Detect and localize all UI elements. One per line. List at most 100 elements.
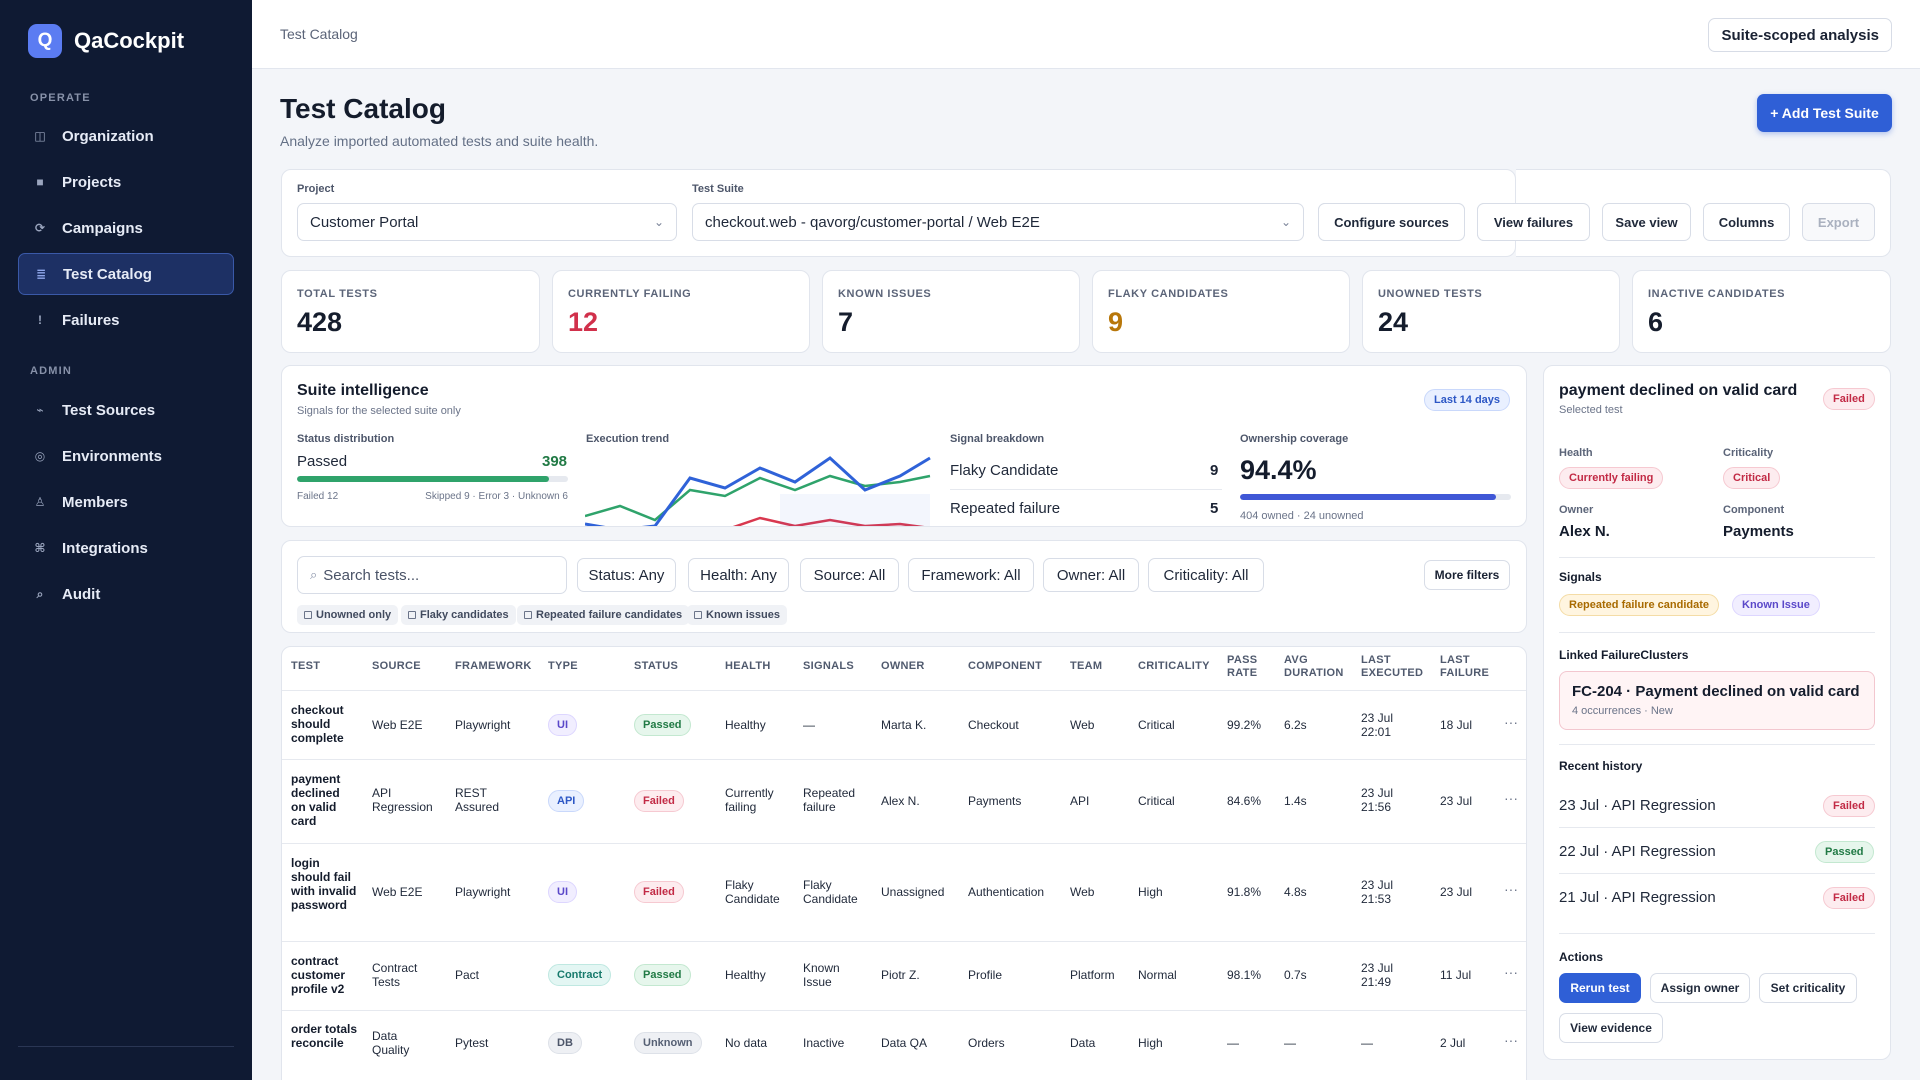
detail-divider [1559, 933, 1875, 934]
test-name[interactable]: payment declined on valid card [291, 772, 341, 828]
col-avg-duration[interactable]: AVG DURATION [1284, 654, 1344, 679]
chip-known-issues[interactable]: Known issues [687, 605, 787, 625]
table-row[interactable] [282, 941, 1526, 1010]
suite-scoped-analysis-button[interactable]: Suite-scoped analysis [1708, 18, 1892, 52]
col-criticality[interactable]: CRITICALITY [1138, 660, 1210, 672]
export-button-overlay[interactable]: Export [1802, 203, 1875, 241]
sidebar-item-environments[interactable]: ◎ Environments [18, 435, 234, 477]
stat-card-inactive-candidates[interactable]: INACTIVE CANDIDATES 6 [1632, 270, 1891, 353]
chip-label: Repeated failure candidates [536, 609, 683, 621]
clusters-heading: Linked FailureClusters [1559, 648, 1689, 662]
history-item[interactable]: 23 Jul · API Regression [1559, 797, 1716, 814]
criticality-cell: High [1138, 1036, 1163, 1050]
stat-card-total-tests[interactable]: TOTAL TESTS 428 [281, 270, 540, 353]
table-row[interactable] [282, 1010, 1526, 1080]
framework-cell: Pytest [455, 1036, 489, 1050]
sidebar-item-projects[interactable]: ■ Projects [18, 161, 234, 203]
test-name[interactable]: login should fail with invalid password [291, 856, 357, 912]
chip-label: Flaky candidates [420, 609, 509, 621]
criticality-cell: High [1138, 885, 1163, 899]
history-item[interactable]: 22 Jul · API Regression [1559, 843, 1716, 860]
sidebar-item-members[interactable]: ♙ Members [18, 481, 234, 523]
test-name[interactable]: contract customer profile v2 [291, 954, 346, 996]
detail-subtitle: Selected test [1559, 404, 1623, 416]
brand[interactable]: Q QaCockpit [28, 24, 184, 58]
owner-value[interactable]: Alex N. [1559, 523, 1610, 540]
assign-owner-button[interactable]: Assign owner [1650, 973, 1750, 1003]
col-health[interactable]: HEALTH [725, 660, 771, 672]
col-source[interactable]: SOURCE [372, 660, 421, 672]
criticality-label: Criticality [1723, 447, 1774, 459]
test-name[interactable]: checkout should complete [291, 703, 344, 745]
sidebar-item-campaigns[interactable]: ⟳ Campaigns [18, 207, 234, 249]
row-menu-icon[interactable]: ··· [1504, 964, 1518, 980]
owner-filter[interactable]: Owner: All [1043, 558, 1139, 592]
source-filter[interactable]: Source: All [800, 558, 899, 592]
chip-unowned-only[interactable]: Unowned only [297, 605, 399, 625]
table-row[interactable] [282, 843, 1526, 941]
sidebar-item-organization[interactable]: ◫ Organization [18, 115, 234, 157]
col-team[interactable]: TEAM [1070, 660, 1103, 672]
sidebar-item-integrations[interactable]: ⌘ Integrations [18, 527, 234, 569]
sidebar-item-label: Audit [62, 585, 101, 603]
criticality-cell: Normal [1138, 968, 1177, 982]
row-menu-icon[interactable]: ··· [1504, 714, 1518, 730]
chevron-down-icon: ⌄ [653, 215, 664, 229]
health-filter[interactable]: Health: Any [688, 558, 789, 592]
sidebar-item-audit[interactable]: ⌕ Audit [18, 573, 234, 615]
row-menu-icon[interactable]: ··· [1504, 1032, 1518, 1048]
stat-card-known-issues[interactable]: KNOWN ISSUES 7 [822, 270, 1080, 353]
col-status[interactable]: STATUS [634, 660, 679, 672]
row-menu-icon[interactable]: ··· [1504, 881, 1518, 897]
save-view-button-overlay[interactable]: Save view [1602, 203, 1691, 241]
configure-sources-button-overlay[interactable]: Configure sources [1318, 203, 1465, 241]
set-criticality-button[interactable]: Set criticality [1759, 973, 1857, 1003]
col-owner[interactable]: OWNER [881, 660, 925, 672]
view-failures-button-overlay[interactable]: View failures [1477, 203, 1590, 241]
ownership-bar-fill [1240, 494, 1496, 500]
stat-card-currently-failing[interactable]: CURRENTLY FAILING 12 [552, 270, 810, 353]
project-select[interactable]: Customer Portal ⌄ [297, 203, 677, 241]
status-filter[interactable]: Status: Any [577, 558, 676, 592]
signal-badge: Known Issue [1732, 594, 1820, 616]
view-evidence-button[interactable]: View evidence [1559, 1013, 1663, 1043]
search-input[interactable]: ⌕ Search tests... [297, 556, 567, 594]
chip-repeated-failure[interactable]: Repeated failure candidates [517, 605, 690, 625]
col-last-executed[interactable]: LAST EXECUTED [1361, 654, 1424, 679]
col-pass-rate[interactable]: PASS RATE [1227, 654, 1258, 679]
history-item[interactable]: 21 Jul · API Regression [1559, 889, 1716, 906]
more-filters-button[interactable]: More filters [1424, 560, 1510, 590]
test-suite-select[interactable]: checkout.web - qavorg/customer-portal / … [692, 203, 1304, 241]
page-subtitle: Analyze imported automated tests and sui… [280, 133, 599, 149]
col-test[interactable]: TEST [291, 660, 321, 672]
sidebar-item-failures[interactable]: ! Failures [18, 299, 234, 341]
row-menu-icon[interactable]: ··· [1504, 790, 1518, 806]
test-name[interactable]: order totals reconcile [291, 1022, 358, 1050]
avg-duration-cell: 1.4s [1284, 794, 1307, 808]
col-type[interactable]: TYPE [548, 660, 578, 672]
stat-card-flaky-candidates[interactable]: FLAKY CANDIDATES 9 [1092, 270, 1350, 353]
col-component[interactable]: COMPONENT [968, 660, 1043, 672]
component-cell: Orders [968, 1036, 1005, 1050]
stat-card-unowned-tests[interactable]: UNOWNED TESTS 24 [1362, 270, 1620, 353]
chip-flaky-candidates[interactable]: Flaky candidates [401, 605, 516, 625]
criticality-filter[interactable]: Criticality: All [1148, 558, 1264, 592]
columns-button-overlay[interactable]: Columns [1703, 203, 1790, 241]
table-row[interactable] [282, 690, 1526, 759]
col-last-failure[interactable]: LAST FAILURE [1440, 654, 1490, 679]
sidebar-item-test-sources[interactable]: ⌁ Test Sources [18, 389, 234, 431]
detail-divider [1559, 744, 1875, 745]
col-framework[interactable]: FRAMEWORK [455, 660, 532, 672]
stat-label: CURRENTLY FAILING [568, 288, 692, 300]
rerun-test-button[interactable]: Rerun test [1559, 973, 1641, 1003]
date-range-pill[interactable]: Last 14 days [1424, 389, 1511, 411]
status-badge: Passed [634, 714, 691, 736]
failure-cluster-card[interactable]: FC-204 · Payment declined on valid card … [1559, 671, 1875, 730]
framework-filter[interactable]: Framework: All [908, 558, 1034, 592]
breadcrumb[interactable]: Test Catalog [280, 26, 358, 42]
chip-label: Unowned only [316, 609, 392, 621]
col-signals[interactable]: SIGNALS [803, 660, 854, 672]
table-row[interactable] [282, 759, 1526, 843]
sidebar-item-test-catalog[interactable]: ≣ Test Catalog [18, 253, 234, 295]
add-test-suite-button[interactable]: + Add Test Suite [1757, 94, 1892, 132]
